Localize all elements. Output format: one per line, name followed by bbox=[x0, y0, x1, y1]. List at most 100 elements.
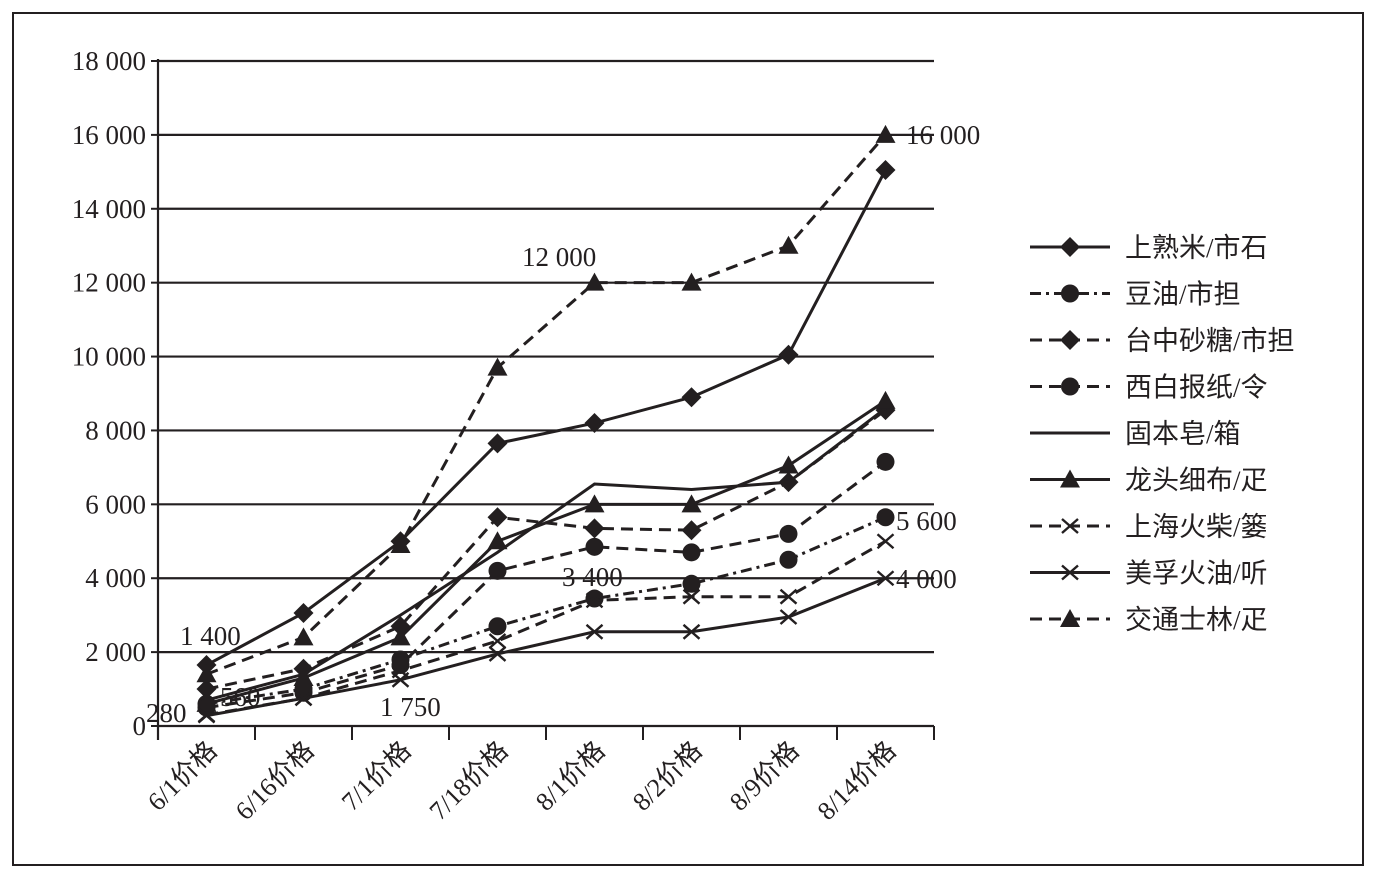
data-point-5-5 bbox=[681, 494, 702, 513]
data-label: 12 000 bbox=[522, 242, 596, 272]
y-tick-label: 18 000 bbox=[72, 46, 146, 76]
legend-label: 豆油/市担 bbox=[1125, 280, 1241, 310]
series-line-6 bbox=[206, 539, 887, 717]
data-point-3-4 bbox=[585, 537, 604, 556]
legend-label: 上海火柴/篓 bbox=[1125, 512, 1268, 542]
data-point-0-5 bbox=[681, 387, 702, 408]
data-point-8-7 bbox=[875, 124, 896, 143]
x-tick-label: 8/9价格 bbox=[724, 736, 805, 817]
x-tick-label: 7/18价格 bbox=[424, 736, 514, 826]
x-tick-label: 6/16价格 bbox=[230, 736, 320, 826]
data-label: 560 bbox=[220, 682, 261, 712]
data-point-7-6 bbox=[779, 609, 798, 625]
data-label: 280 bbox=[146, 698, 187, 728]
data-point-8-2 bbox=[390, 534, 411, 553]
x-tick-label: 8/14价格 bbox=[812, 736, 902, 826]
y-tick-label: 14 000 bbox=[72, 194, 146, 224]
chart-frame bbox=[12, 12, 1364, 866]
data-point-6-3 bbox=[488, 633, 507, 649]
series-line-5 bbox=[206, 399, 887, 706]
legend-marker-7 bbox=[1061, 564, 1079, 581]
data-point-5-1 bbox=[293, 667, 314, 686]
legend-marker-3 bbox=[1061, 377, 1079, 396]
data-label: 4 000 bbox=[896, 564, 957, 594]
data-point-3-6 bbox=[779, 524, 798, 543]
data-point-0-1 bbox=[293, 602, 314, 623]
x-tick-label: 7/1价格 bbox=[336, 736, 417, 817]
data-label: 1 750 bbox=[380, 692, 441, 722]
y-tick-label: 0 bbox=[133, 711, 147, 741]
y-tick-label: 2 000 bbox=[85, 637, 146, 667]
data-point-6-5 bbox=[682, 588, 701, 605]
data-point-8-5 bbox=[681, 272, 702, 291]
legend-marker-0 bbox=[1060, 237, 1080, 257]
data-point-6-7 bbox=[876, 533, 895, 550]
legend-label: 上熟米/市石 bbox=[1125, 233, 1268, 263]
y-tick-label: 16 000 bbox=[72, 120, 146, 150]
series-line-8 bbox=[205, 133, 887, 676]
y-tick-label: 6 000 bbox=[85, 489, 146, 519]
data-point-3-7 bbox=[876, 452, 895, 471]
data-point-8-3 bbox=[487, 357, 508, 376]
x-tick-label: 6/1价格 bbox=[142, 736, 223, 817]
data-label: 1 400 bbox=[180, 621, 241, 651]
data-point-7-4 bbox=[585, 623, 604, 640]
legend-marker-6 bbox=[1061, 518, 1079, 534]
data-point-8-1 bbox=[293, 627, 314, 646]
x-tick-label: 8/2价格 bbox=[627, 736, 708, 817]
series-line-1 bbox=[206, 515, 887, 706]
legend-label: 龙头细布/疋 bbox=[1125, 466, 1268, 496]
data-point-2-0 bbox=[196, 679, 217, 700]
data-point-3-2 bbox=[391, 656, 410, 675]
series-line-0 bbox=[205, 169, 887, 667]
data-point-5-0 bbox=[196, 693, 217, 712]
series-line-7 bbox=[206, 576, 887, 718]
data-point-1-5 bbox=[682, 574, 701, 593]
data-point-3-5 bbox=[682, 543, 701, 562]
data-label: 3 400 bbox=[562, 562, 623, 592]
data-point-0-3 bbox=[487, 433, 508, 454]
data-point-0-4 bbox=[584, 413, 605, 434]
data-point-5-2 bbox=[390, 627, 411, 646]
data-point-7-3 bbox=[488, 646, 507, 662]
x-tick-label: 8/1价格 bbox=[530, 736, 611, 817]
data-point-1-3 bbox=[488, 617, 507, 636]
data-point-8-6 bbox=[778, 235, 799, 254]
data-point-5-4 bbox=[584, 494, 605, 513]
data-point-1-6 bbox=[779, 550, 798, 569]
y-tick-label: 12 000 bbox=[72, 268, 146, 298]
y-tick-label: 4 000 bbox=[85, 563, 146, 593]
legend-marker-8 bbox=[1060, 609, 1080, 627]
legend-label: 台中砂糖/市担 bbox=[1125, 326, 1295, 356]
legend-label: 固本皂/箱 bbox=[1125, 419, 1241, 449]
series-line-2 bbox=[206, 408, 887, 691]
data-point-1-7 bbox=[876, 508, 895, 527]
data-point-6-4 bbox=[585, 592, 604, 609]
data-point-7-1 bbox=[294, 690, 313, 707]
data-label: 16 000 bbox=[906, 120, 980, 150]
legend-label: 西白报纸/令 bbox=[1125, 373, 1268, 403]
data-point-2-4 bbox=[584, 518, 605, 539]
data-point-2-3 bbox=[487, 507, 508, 528]
legend-label: 交通士林/疋 bbox=[1125, 605, 1268, 635]
data-point-0-7 bbox=[875, 159, 896, 180]
y-tick-label: 8 000 bbox=[85, 415, 146, 445]
data-point-6-6 bbox=[779, 588, 798, 605]
data-point-7-2 bbox=[391, 671, 410, 688]
legend-marker-1 bbox=[1061, 284, 1079, 303]
data-point-8-0 bbox=[196, 664, 217, 683]
data-point-3-3 bbox=[488, 561, 507, 580]
legend-marker-2 bbox=[1060, 330, 1080, 350]
data-point-7-7 bbox=[876, 570, 895, 587]
data-point-0-6 bbox=[778, 344, 799, 365]
data-point-7-0 bbox=[197, 707, 216, 724]
y-tick-label: 10 000 bbox=[72, 342, 146, 372]
data-point-8-4 bbox=[584, 272, 605, 291]
data-point-5-6 bbox=[778, 455, 799, 474]
data-point-7-5 bbox=[682, 623, 701, 640]
series-line-3 bbox=[206, 460, 887, 710]
data-point-5-7 bbox=[875, 390, 896, 409]
legend-marker-5 bbox=[1060, 469, 1080, 488]
data-point-2-5 bbox=[681, 520, 702, 541]
